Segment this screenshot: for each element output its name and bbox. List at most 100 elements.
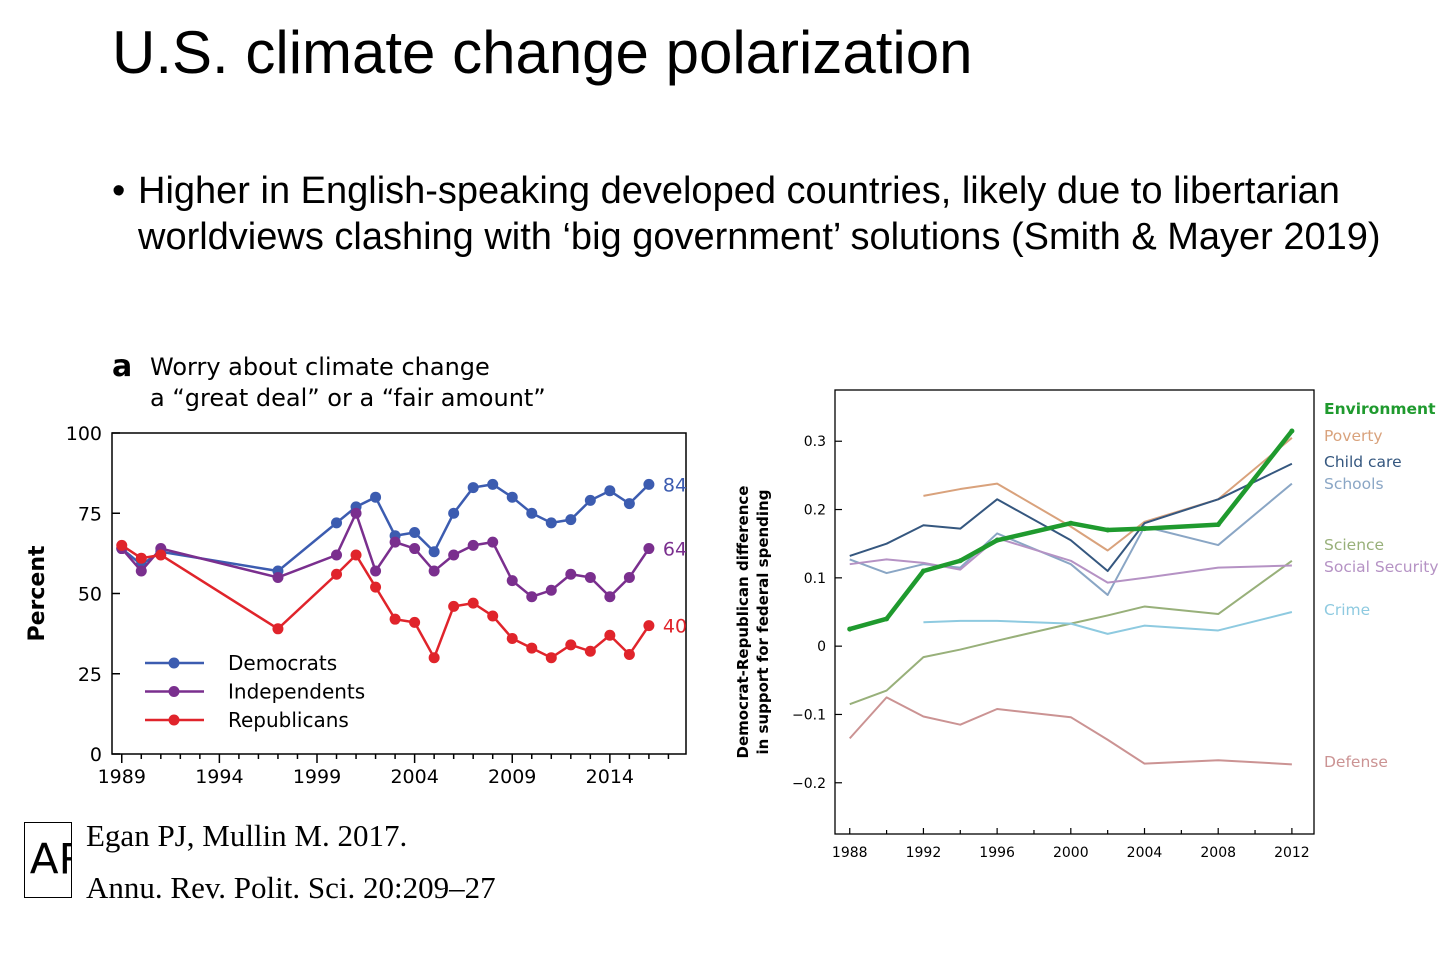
series-social-security: [849, 537, 1292, 584]
series-label: Environment: [1324, 400, 1436, 418]
annual-reviews-logo: AR: [24, 822, 72, 898]
data-point: [389, 613, 401, 625]
data-point: [155, 549, 167, 561]
data-point: [350, 549, 362, 561]
data-point: [448, 600, 460, 612]
series-label: Schools: [1324, 475, 1384, 493]
data-point: [565, 514, 577, 526]
data-point: [467, 597, 479, 609]
data-point: [135, 565, 147, 577]
x-tick-label: 2014: [586, 766, 634, 788]
x-tick-label: 1992: [906, 845, 942, 861]
legend-label: Democrats: [228, 651, 337, 675]
data-point: [467, 482, 479, 494]
plot-frame: [834, 389, 1315, 835]
legend-marker: [168, 686, 180, 697]
data-point: [545, 652, 557, 664]
end-value-label: 64: [663, 539, 687, 561]
data-point: [409, 616, 421, 628]
x-tick-label: 1988: [832, 845, 868, 861]
series-poverty: [923, 437, 1293, 552]
x-tick-label: 2008: [1200, 845, 1236, 861]
data-point: [526, 642, 538, 654]
data-point: [467, 539, 479, 551]
data-point: [623, 648, 635, 660]
data-point: [643, 543, 655, 555]
slide-title: U.S. climate change polarization: [112, 19, 973, 86]
series-crime: [923, 611, 1293, 635]
data-point: [1142, 526, 1148, 532]
data-point: [331, 549, 343, 561]
data-point: [957, 558, 963, 564]
data-point: [409, 527, 421, 539]
y-tick-label: 50: [78, 584, 102, 606]
series-science: [849, 559, 1293, 706]
series-line: [923, 437, 1293, 552]
chart-title-line: a “great deal” or a “fair amount”: [150, 384, 546, 412]
series-line: [849, 429, 1294, 632]
y-axis-label-line: in support for federal spending: [754, 490, 772, 755]
series-line: [849, 559, 1293, 706]
plot-frame: [111, 432, 687, 755]
data-point: [487, 478, 499, 490]
data-point: [135, 552, 147, 564]
series-line: [849, 537, 1292, 584]
x-tick-label: 2012: [1274, 845, 1310, 861]
data-point: [506, 632, 518, 644]
data-point: [604, 485, 616, 497]
x-tick-label: 2004: [1127, 845, 1163, 861]
series-label: Child care: [1324, 453, 1402, 471]
data-point: [448, 549, 460, 561]
data-point: [526, 591, 538, 603]
data-point: [1105, 527, 1111, 533]
bullet-text: Higher in English-speaking developed cou…: [138, 170, 1381, 258]
y-tick-label: −0.2: [792, 776, 826, 792]
data-point: [884, 616, 890, 622]
series-line: [849, 482, 1293, 596]
data-point: [1289, 428, 1295, 434]
x-tick-label: 1989: [98, 766, 146, 788]
data-point: [487, 536, 499, 548]
data-point: [506, 491, 518, 503]
series-label: Social Security: [1324, 558, 1439, 576]
data-point: [409, 543, 421, 555]
data-point: [604, 629, 616, 641]
data-point: [428, 546, 440, 558]
citation-line-2: Annu. Rev. Polit. Sci. 20:209–27: [86, 870, 496, 905]
y-tick-label: 0.1: [804, 571, 826, 587]
series-line: [848, 696, 1292, 766]
data-point: [428, 565, 440, 577]
data-point: [643, 478, 655, 490]
y-tick-label: −0.1: [792, 707, 826, 723]
data-point: [370, 565, 382, 577]
data-point: [331, 517, 343, 529]
data-point: [623, 498, 635, 510]
data-point: [1215, 522, 1221, 528]
legend-label: Independents: [228, 680, 365, 704]
series-label: Defense: [1324, 753, 1388, 771]
legend-marker: [168, 657, 180, 669]
data-point: [389, 536, 401, 548]
data-point: [487, 610, 499, 622]
data-point: [584, 494, 596, 506]
data-point: [565, 568, 577, 580]
data-point: [584, 645, 596, 657]
data-point: [272, 571, 284, 583]
bullet-symbol: •: [112, 170, 126, 212]
data-point: [272, 623, 284, 635]
y-tick-label: 25: [78, 664, 102, 686]
data-point: [526, 507, 538, 519]
data-point: [350, 507, 362, 519]
series-label: Science: [1324, 536, 1384, 554]
series-independents: [116, 507, 655, 603]
x-tick-label: 1994: [195, 766, 243, 788]
worry-chart: a Worry about climate change a “great deal…: [25, 349, 687, 788]
legend-marker: [168, 714, 180, 726]
x-tick-label: 1996: [979, 845, 1015, 861]
end-value-label: 84: [663, 474, 687, 496]
y-axis-label: Percent: [25, 545, 50, 642]
data-point: [545, 584, 557, 596]
x-tick-label: 1999: [293, 766, 341, 788]
data-point: [584, 571, 596, 583]
data-point: [370, 581, 382, 593]
